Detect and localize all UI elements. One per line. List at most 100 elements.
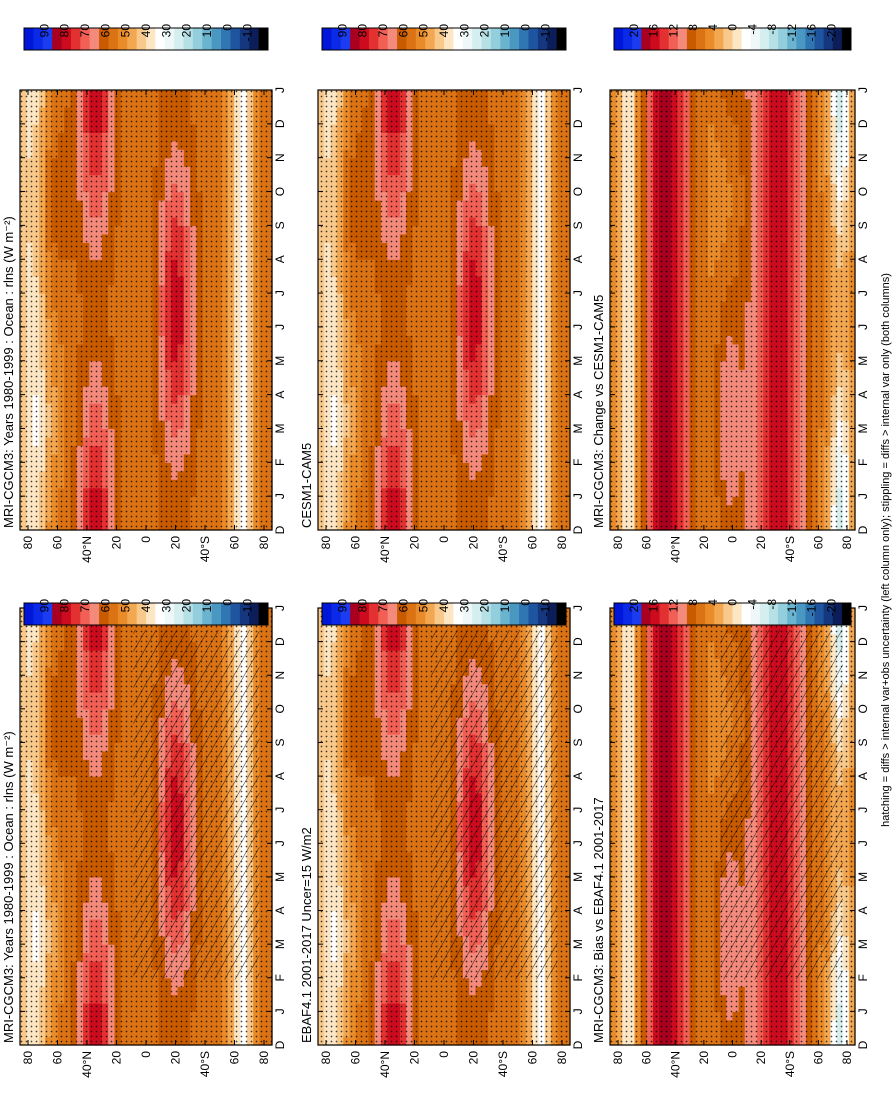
lat-tick-label: 40°S bbox=[198, 536, 212, 562]
panel-title: MRI-CGCM3: Years 1980-1999 : Ocean : rln… bbox=[1, 216, 16, 528]
lat-tick-label: 40°S bbox=[198, 1051, 212, 1077]
month-tick-label: S bbox=[273, 738, 287, 746]
lat-tick-label: 40°N bbox=[80, 536, 94, 563]
colorbar-swatch bbox=[249, 603, 260, 625]
stippling-overlay bbox=[20, 90, 272, 530]
colorbar-swatch bbox=[155, 603, 166, 625]
colorbar-label: 20 bbox=[180, 24, 194, 38]
colorbar-swatch bbox=[52, 603, 62, 625]
month-tick-label: M bbox=[273, 356, 287, 366]
colorbar-label: 50 bbox=[119, 599, 133, 613]
colorbar-swatch bbox=[136, 603, 147, 625]
colorbar-label: 70 bbox=[78, 599, 92, 613]
month-tick-label: N bbox=[273, 671, 287, 680]
month-tick-label: J bbox=[273, 493, 287, 499]
lat-tick-label: 60 bbox=[51, 536, 65, 550]
colorbar-frame bbox=[23, 602, 269, 626]
month-tick-label: M bbox=[273, 423, 287, 433]
month-tick-label: D bbox=[273, 1040, 287, 1049]
month-tick-label: M bbox=[273, 939, 287, 949]
colorbar-label: 10 bbox=[200, 24, 214, 38]
month-tick-label: A bbox=[273, 255, 287, 263]
lat-tick-label: 80 bbox=[21, 536, 35, 550]
month-tick-label: J bbox=[273, 1008, 287, 1014]
month-tick-label: D bbox=[273, 637, 287, 646]
month-tick-label: J bbox=[273, 324, 287, 330]
month-tick-label: A bbox=[273, 772, 287, 780]
colorbar-label: 10 bbox=[200, 599, 214, 613]
lat-tick-label: 80 bbox=[21, 1051, 35, 1065]
lat-tick-label: 0 bbox=[139, 1051, 153, 1058]
month-tick-label: J bbox=[273, 605, 287, 611]
colorbar-swatch bbox=[70, 603, 81, 625]
colorbar-swatch bbox=[127, 603, 138, 625]
colorbar-label: -10 bbox=[241, 599, 255, 617]
month-tick-label: D bbox=[273, 119, 287, 128]
colorbar-swatch bbox=[258, 28, 269, 50]
month-tick-label: M bbox=[273, 872, 287, 882]
month-tick-label: J bbox=[273, 807, 287, 813]
lat-tick-label: 40°N bbox=[80, 1051, 94, 1078]
colorbar-swatch bbox=[99, 603, 109, 625]
lat-tick-label: 60 bbox=[228, 536, 242, 550]
colorbar-swatch bbox=[24, 603, 34, 625]
colorbar-swatch bbox=[89, 603, 100, 625]
colorbar-swatch bbox=[42, 603, 53, 625]
lat-tick-label: 20 bbox=[169, 1051, 183, 1065]
lat-tick-label: 0 bbox=[139, 536, 153, 543]
colorbar-swatch bbox=[61, 603, 72, 625]
lat-tick-label: 60 bbox=[51, 1051, 65, 1065]
month-tick-label: J bbox=[273, 840, 287, 846]
month-tick-label: J bbox=[273, 87, 287, 93]
colorbar-swatch bbox=[230, 603, 241, 625]
colorbar-swatch bbox=[164, 603, 175, 625]
colorbar-label: 70 bbox=[78, 24, 92, 38]
colorbar-label: 80 bbox=[58, 24, 72, 38]
month-tick-label: A bbox=[273, 907, 287, 915]
colorbar-label: 30 bbox=[159, 24, 173, 38]
colorbar-swatch bbox=[211, 603, 222, 625]
colorbar-label: 20 bbox=[180, 599, 194, 613]
month-tick-label: J bbox=[273, 290, 287, 296]
colorbar-swatch bbox=[33, 603, 44, 625]
colorbar-label: 60 bbox=[98, 24, 112, 38]
colorbar-label: 90 bbox=[37, 24, 51, 38]
hatching-overlay bbox=[133, 629, 260, 980]
colorbar-swatch bbox=[202, 603, 213, 625]
colorbar-label: 50 bbox=[119, 24, 133, 38]
colorbar-swatch bbox=[258, 603, 269, 625]
lat-tick-label: 80 bbox=[257, 536, 271, 550]
colorbar-label: 60 bbox=[98, 599, 112, 613]
lat-tick-label: 20 bbox=[169, 536, 183, 550]
month-tick-label: O bbox=[273, 704, 287, 713]
figure-footnote: hatching = diffs > internal var+obs unce… bbox=[880, 273, 892, 827]
colorbar-label: 80 bbox=[58, 599, 72, 613]
colorbar-label: 0 bbox=[220, 599, 234, 606]
colorbar-swatch bbox=[146, 603, 156, 625]
colorbar-swatch bbox=[221, 603, 231, 625]
colorbar-label: 40 bbox=[139, 24, 153, 38]
panel-title: MRI-CGCM3: Years 1980-1999 : Ocean : rln… bbox=[1, 731, 16, 1043]
lat-tick-label: 20 bbox=[110, 536, 124, 550]
colorbar: 90 80 70 60 50 40 30 20 10 0 -10 bbox=[23, 599, 269, 626]
month-tick-label: S bbox=[273, 221, 287, 229]
lat-tick-label: 20 bbox=[110, 1051, 124, 1065]
colorbar-swatch bbox=[117, 603, 128, 625]
colorbar-swatch bbox=[174, 603, 184, 625]
month-tick-label: A bbox=[273, 391, 287, 399]
month-tick-label: N bbox=[273, 153, 287, 162]
month-tick-label: D bbox=[273, 525, 287, 534]
colorbar-swatch bbox=[24, 28, 34, 50]
month-tick-label: F bbox=[273, 974, 287, 981]
lat-tick-label: 80 bbox=[257, 1051, 271, 1065]
colorbar-swatch bbox=[239, 603, 250, 625]
colorbar-label: -10 bbox=[241, 24, 255, 42]
colorbar-label: 30 bbox=[159, 599, 173, 613]
colorbar-swatch bbox=[183, 603, 194, 625]
month-tick-label: O bbox=[273, 187, 287, 196]
colorbar-label: 0 bbox=[220, 24, 234, 31]
colorbar: 90 80 70 60 50 40 30 20 10 0 -10 bbox=[23, 24, 269, 51]
